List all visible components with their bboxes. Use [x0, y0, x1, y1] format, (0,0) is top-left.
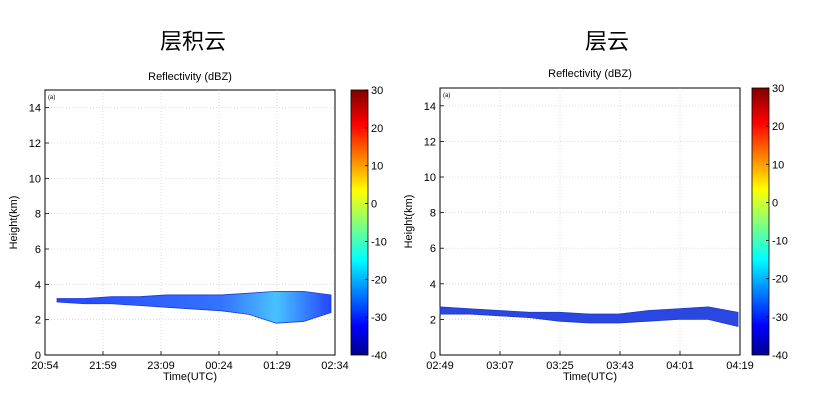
colorbar-tick-label: -20: [371, 274, 387, 286]
y-tick-label: 2: [35, 315, 41, 327]
panel-label: (a): [443, 93, 450, 99]
x-tick-label: 03:25: [546, 360, 574, 372]
colorbar-tick-label: -20: [772, 274, 788, 286]
colorbar-tick-label: 10: [371, 161, 383, 173]
colorbar-tick-label: -10: [772, 236, 788, 248]
x-tick-label: 00:24: [205, 360, 233, 372]
y-tick-label: 10: [29, 173, 41, 185]
colorbar-tick-label: 30: [371, 85, 383, 97]
colorbar-tick-label: 0: [371, 199, 377, 211]
x-tick-label: 20:54: [31, 360, 59, 372]
cloud-echo-layer: [56, 291, 332, 324]
x-tick-label: 21:59: [89, 360, 117, 372]
colorbar-tick-label: -40: [371, 350, 387, 362]
y-tick-label: 10: [424, 172, 436, 184]
left-heading: 层积云: [160, 30, 227, 55]
x-tick-label: 02:49: [426, 360, 454, 372]
panel-label: (a): [48, 95, 55, 101]
x-tick-label: 04:01: [666, 360, 694, 372]
right-heading: 层云: [585, 30, 630, 55]
colorbar-tick-label: 20: [772, 121, 784, 133]
y-tick-label: 14: [424, 101, 436, 113]
colorbar-tick-label: -10: [371, 236, 387, 248]
colorbar: [350, 89, 369, 356]
y-axis-label: Height(km): [403, 195, 415, 249]
colorbar-tick-label: 30: [772, 83, 784, 95]
y-tick-label: 4: [35, 279, 41, 291]
colorbar-tick-label: 10: [772, 159, 784, 171]
colorbar-tick-label: -40: [772, 350, 788, 362]
y-tick-label: 14: [29, 103, 41, 115]
x-tick-label: 23:09: [147, 360, 175, 372]
colorbar-tick-label: -30: [772, 312, 788, 324]
x-tick-label: 02:34: [321, 360, 349, 372]
y-tick-label: 0: [430, 350, 436, 362]
y-tick-label: 12: [424, 136, 436, 148]
y-tick-label: 6: [430, 243, 436, 255]
x-tick-label: 03:43: [606, 360, 634, 372]
colorbar-tick-label: -30: [371, 312, 387, 324]
y-tick-label: 4: [430, 279, 436, 291]
y-tick-label: 8: [430, 208, 436, 220]
y-tick-label: 2: [430, 314, 436, 326]
x-tick-label: 04:19: [726, 360, 754, 372]
colorbar-tick-label: 0: [772, 197, 778, 209]
x-axis-label: Time(UTC): [563, 371, 617, 383]
y-tick-label: 8: [35, 209, 41, 221]
x-axis-label: Time(UTC): [163, 371, 217, 383]
y-tick-label: 12: [29, 138, 41, 150]
y-axis-label: Height(km): [8, 196, 20, 250]
chart-title: Reflectivity (dBZ): [548, 68, 632, 80]
x-tick-label: 03:07: [486, 360, 514, 372]
y-tick-label: 0: [35, 350, 41, 362]
x-tick-label: 01:29: [263, 360, 291, 372]
chart-title: Reflectivity (dBZ): [148, 71, 232, 83]
y-tick-label: 6: [35, 244, 41, 256]
colorbar: [751, 87, 770, 356]
cloud-echo-layer: [439, 306, 739, 328]
colorbar-tick-label: 20: [371, 123, 383, 135]
